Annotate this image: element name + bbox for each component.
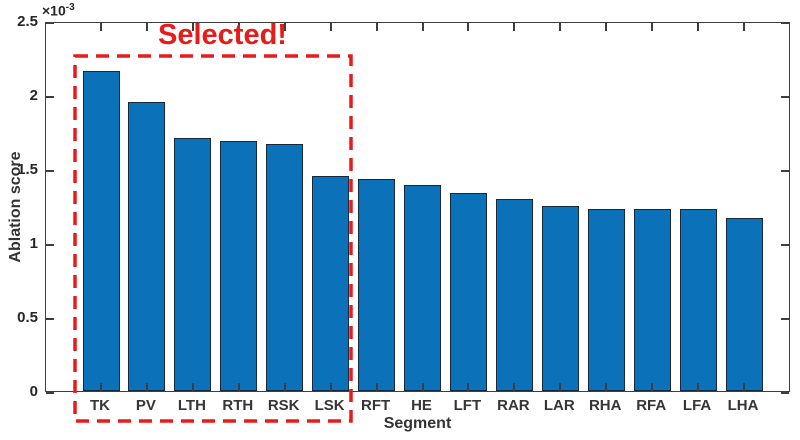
x-tick-bottom xyxy=(375,383,378,391)
bar xyxy=(82,71,120,391)
y-tick-label: 2 xyxy=(29,87,38,104)
bar xyxy=(541,206,579,391)
y-tick-label: 0 xyxy=(29,383,38,400)
bar xyxy=(633,209,671,391)
y-tick-label: 0.5 xyxy=(17,309,38,326)
x-tick-bottom xyxy=(329,383,332,391)
selected-annotation-label: Selected! xyxy=(158,19,287,51)
x-tick-top xyxy=(743,23,745,31)
bar xyxy=(174,137,212,391)
category-label: RAR xyxy=(497,397,530,414)
x-tick-bottom xyxy=(605,383,608,391)
x-tick-bottom xyxy=(697,383,700,391)
y-tick-label: 1 xyxy=(29,235,38,252)
x-tick-bottom xyxy=(421,383,424,391)
x-tick-top xyxy=(283,23,286,31)
y-tick-left xyxy=(46,244,54,246)
y-tick-right xyxy=(781,96,789,98)
y-tick-left xyxy=(46,22,54,24)
x-tick-bottom xyxy=(559,383,562,391)
category-label: RFT xyxy=(361,397,391,414)
y-tick-left xyxy=(46,170,54,172)
category-label: LSK xyxy=(314,397,345,414)
x-tick-bottom xyxy=(467,383,470,391)
bar xyxy=(449,192,487,391)
bar xyxy=(266,143,304,391)
category-label: LFT xyxy=(453,397,482,414)
category-label: LTH xyxy=(177,397,206,414)
plot-area xyxy=(45,22,790,394)
x-tick-bottom xyxy=(513,383,516,391)
x-tick-top xyxy=(697,23,700,31)
y-tick-label: 1.5 xyxy=(17,161,38,178)
x-tick-bottom xyxy=(651,383,654,391)
category-label: RTH xyxy=(222,397,254,414)
bar xyxy=(128,102,166,391)
bar xyxy=(220,140,258,391)
x-tick-top xyxy=(467,23,470,31)
x-tick-bottom xyxy=(145,383,148,391)
x-tick-top xyxy=(237,23,240,31)
bar xyxy=(679,209,717,391)
x-axis-label: Segment xyxy=(383,415,452,432)
x-tick-top xyxy=(375,23,378,31)
y-tick-left xyxy=(46,96,54,98)
bar xyxy=(358,179,396,391)
category-label: RFA xyxy=(636,397,667,414)
x-tick-bottom xyxy=(237,383,240,391)
y-tick-right xyxy=(781,318,789,320)
x-tick-top xyxy=(513,23,516,31)
category-label: LHA xyxy=(727,397,759,414)
category-label: LAR xyxy=(543,397,575,414)
x-tick-bottom xyxy=(283,383,286,391)
x-tick-bottom xyxy=(191,383,194,391)
x-tick-top xyxy=(421,23,424,31)
bar xyxy=(404,185,441,391)
y-tick-right xyxy=(781,244,789,246)
x-tick-top xyxy=(651,23,654,31)
y-tick-left xyxy=(46,318,54,320)
y-axis-multiplier: ×10-3 xyxy=(42,2,75,19)
x-tick-top xyxy=(559,23,562,31)
category-label: HE xyxy=(411,397,432,414)
x-tick-top xyxy=(329,23,332,31)
x-tick-top xyxy=(145,23,148,31)
y-tick-right xyxy=(781,392,789,394)
bar xyxy=(725,217,763,391)
category-label: RHA xyxy=(588,397,622,414)
y-tick-right xyxy=(781,170,789,172)
y-tick-right xyxy=(781,22,789,24)
x-tick-bottom xyxy=(743,383,745,391)
x-tick-top xyxy=(100,23,102,31)
category-label: RSK xyxy=(267,397,300,414)
bar xyxy=(587,209,625,391)
x-tick-top xyxy=(191,23,194,31)
bar xyxy=(312,176,350,391)
category-label: TK xyxy=(90,397,110,414)
category-label: LFA xyxy=(682,397,712,414)
category-label: PV xyxy=(135,397,156,414)
y-tick-label: 2.5 xyxy=(17,13,38,30)
y-tick-left xyxy=(46,392,54,394)
x-tick-top xyxy=(605,23,608,31)
x-tick-bottom xyxy=(100,383,102,391)
bar xyxy=(495,198,533,391)
